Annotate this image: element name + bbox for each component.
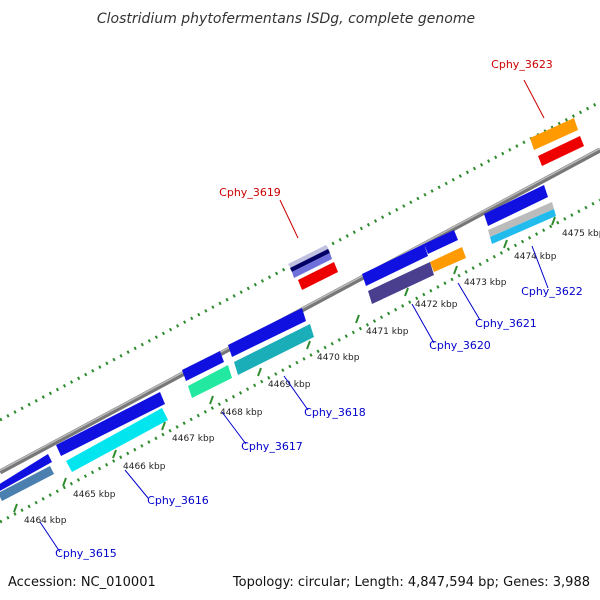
kbp-tick-mark (453, 265, 458, 275)
kbp-tick-label: 4470 kbp (317, 353, 360, 363)
kbp-tick-mark (62, 477, 67, 487)
gene-label-cphy-3615[interactable]: Cphy_3615 (55, 547, 117, 560)
kbp-tick-label: 4472 kbp (415, 300, 458, 310)
outer-track (0, 100, 600, 422)
kbp-tick-mark (161, 421, 166, 431)
kbp-tick-mark (306, 340, 311, 350)
kbp-tick-label: 4466 kbp (123, 462, 166, 472)
gene-label-cphy-3620[interactable]: Cphy_3620 (429, 339, 491, 352)
gene-features (0, 118, 584, 501)
kbp-tick-mark (257, 367, 262, 377)
kbp-tick-label: 4467 kbp (172, 434, 215, 444)
feature-cds-3618 (228, 308, 306, 357)
kbp-tick-label: 4473 kbp (464, 278, 507, 288)
feature-orange-3621 (430, 247, 466, 272)
feature-cyan-3616 (66, 408, 168, 472)
feature-blue-3619 (292, 253, 332, 278)
feature-purple-3620 (368, 262, 434, 304)
accession-label: Accession: NC_010001 (8, 575, 156, 590)
feature-cds-3617 (182, 351, 224, 381)
gene-leader-line (283, 375, 309, 411)
feature-cds-3620 (362, 244, 428, 286)
gene-label-cphy-3623[interactable]: Cphy_3623 (491, 58, 553, 71)
gene-leader-line (523, 79, 545, 119)
gene-labels: Cphy_3615 Cphy_3616 Cphy_3617 Cphy_3618 Cphy… (39, 58, 583, 560)
feature-grey-3622 (488, 202, 554, 237)
gene-leader-line (124, 469, 149, 499)
genome-stats-label: Topology: circular; Length: 4,847,594 bp… (232, 575, 590, 590)
gene-leader-line (531, 245, 549, 289)
gene-label-cphy-3619[interactable]: Cphy_3619 (219, 186, 281, 199)
feature-dark-3619 (290, 249, 330, 272)
gene-label-cphy-3618[interactable]: Cphy_3618 (304, 406, 366, 419)
gene-leader-line (39, 521, 61, 553)
kbp-tick-mark (112, 449, 117, 459)
gene-label-cphy-3617[interactable]: Cphy_3617 (241, 440, 303, 453)
kbp-ticks: 4464 kbp 4465 kbp 4466 kbp 4467 kbp 4468 kbp… (13, 216, 600, 526)
map-title: Clostridium phytofermentans ISDg, comple… (97, 11, 475, 27)
kbp-tick-mark (209, 395, 214, 405)
feature-green-3617 (188, 365, 232, 398)
kbp-tick-mark (503, 239, 508, 249)
kbp-tick-label: 4471 kbp (366, 327, 409, 337)
kbp-tick-label: 4469 kbp (268, 380, 311, 390)
kbp-tick-label: 4468 kbp (220, 408, 263, 418)
kbp-tick-label: 4474 kbp (514, 252, 557, 262)
feature-cds-3622 (484, 185, 548, 226)
gene-leader-line (279, 199, 299, 239)
feature-cds-3616 (56, 392, 165, 456)
gene-leader-line (411, 303, 435, 344)
kbp-tick-mark (355, 314, 360, 324)
feature-red-3623 (538, 136, 584, 166)
feature-teal-3618 (234, 324, 314, 375)
gene-leader-line (457, 282, 481, 321)
kbp-tick-label: 4465 kbp (73, 490, 116, 500)
gene-label-cphy-3622[interactable]: Cphy_3622 (521, 285, 583, 298)
kbp-tick-label: 4475 kbp (562, 229, 600, 239)
gene-label-cphy-3621[interactable]: Cphy_3621 (475, 317, 537, 330)
inner-track (0, 198, 600, 524)
feature-steel-left (0, 466, 54, 501)
gene-leader-line (221, 411, 247, 445)
feature-cds-left (0, 454, 52, 491)
feature-red-3619 (298, 262, 338, 290)
kbp-tick-mark (13, 503, 18, 513)
feature-orange-3623 (530, 118, 578, 150)
kbp-tick-mark (404, 287, 409, 297)
kbp-tick-mark (551, 216, 556, 226)
feature-lightblue-3622 (490, 209, 556, 244)
gene-label-cphy-3616[interactable]: Cphy_3616 (147, 494, 209, 507)
kbp-tick-label: 4464 kbp (24, 516, 67, 526)
feature-cds-3621 (424, 230, 458, 254)
